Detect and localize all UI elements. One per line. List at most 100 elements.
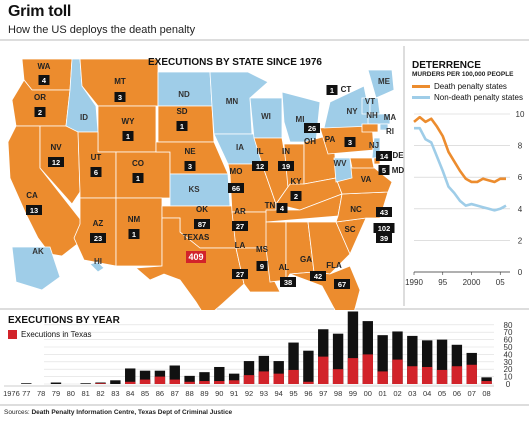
x-tick-label: 96 <box>304 389 312 398</box>
bar-texas <box>436 369 448 384</box>
state-label: ND <box>178 90 190 99</box>
x-tick-label: 04 <box>423 389 431 398</box>
state-wv <box>333 157 353 183</box>
page-subtitle: How the US deploys the death penalty <box>8 24 196 36</box>
state-label: NJ <box>369 141 379 150</box>
x-tick-label: 80 <box>67 389 75 398</box>
state-ct <box>361 123 379 133</box>
x-tick-label: 08 <box>482 389 490 398</box>
bar-texas <box>407 366 418 384</box>
state-label: NH <box>366 111 378 120</box>
state-count-badge <box>344 137 356 147</box>
state-label: GA <box>300 255 312 264</box>
state-label: IL <box>256 147 263 156</box>
bar-texas <box>466 364 477 384</box>
x-tick-label: 97 <box>319 389 327 398</box>
x-tick-label: 2000 <box>463 278 481 287</box>
state-count-badge <box>90 167 102 177</box>
state-label: HI <box>94 257 102 266</box>
state-label: NC <box>350 205 362 214</box>
bar-total <box>228 373 240 384</box>
bar-texas <box>125 381 136 384</box>
x-tick-label: 95 <box>289 389 297 398</box>
bar-texas <box>139 379 151 384</box>
map-title: EXECUTIONS BY STATE SINCE 1976 <box>148 57 322 68</box>
x-tick-label: 94 <box>275 389 283 398</box>
y-tick-label: 2 <box>518 236 523 245</box>
bar-total <box>50 382 62 384</box>
state-count: 2 <box>38 108 42 117</box>
bar-total <box>288 342 299 384</box>
state-count-badge <box>228 183 244 193</box>
state-count: 4 <box>42 76 47 85</box>
bar-total <box>258 355 270 384</box>
state-count: 12 <box>256 162 264 171</box>
x-tick-label: 82 <box>96 389 104 398</box>
state-label: AR <box>234 207 246 216</box>
state-count-badge <box>278 161 294 171</box>
state-count: 1 <box>330 86 334 95</box>
state-label: MA <box>384 113 397 122</box>
state-label: CO <box>132 159 144 168</box>
y-tick-label: 30 <box>504 358 513 367</box>
state-label: OR <box>34 93 46 102</box>
y-tick-label: 0 <box>518 268 523 277</box>
bar-total <box>199 372 210 384</box>
state-count: 38 <box>284 278 292 287</box>
state-az <box>73 197 117 267</box>
state-ri <box>379 123 389 131</box>
bar-total <box>377 335 388 384</box>
state-label: WI <box>261 112 271 121</box>
bar-total <box>184 375 195 384</box>
bar-total <box>451 344 463 384</box>
state-count-badge <box>184 161 196 171</box>
x-tick-label: 1990 <box>405 278 423 287</box>
state-count-badge <box>122 131 134 141</box>
bar-texas <box>288 369 299 384</box>
state-me <box>367 69 395 99</box>
state-count-badge <box>38 75 50 85</box>
y-tick-label: 10 <box>516 110 525 119</box>
bar-texas <box>258 371 270 384</box>
x-tick-label: 91 <box>230 389 238 398</box>
state-count: 1 <box>126 132 130 141</box>
state-ak <box>11 246 61 291</box>
state-label: RI <box>386 127 394 136</box>
state-count-badge <box>290 191 302 201</box>
state-count: 409 <box>188 252 203 262</box>
state-label: MO <box>230 167 243 176</box>
state-count: 87 <box>198 220 206 229</box>
series-line <box>414 126 507 212</box>
state-count-badge <box>276 203 288 213</box>
state-label: NV <box>50 143 62 152</box>
state-count: 1 <box>132 230 136 239</box>
state-count-badge <box>256 261 268 271</box>
state-label: MT <box>114 77 126 86</box>
x-tick-label: 05 <box>438 389 446 398</box>
y-tick-label: 50 <box>504 343 513 352</box>
state-label: KY <box>290 177 302 186</box>
state-label: MN <box>226 97 239 106</box>
state-count: 3 <box>348 138 352 147</box>
state-label: CA <box>26 191 38 200</box>
state-count: 14 <box>380 152 389 161</box>
state-count-badge <box>310 271 326 281</box>
x-tick-label: 87 <box>171 389 179 398</box>
bar-total <box>332 333 344 384</box>
state-count: 27 <box>236 222 244 231</box>
bar-texas <box>214 381 225 384</box>
bar-texas <box>273 373 284 384</box>
state-ks <box>169 173 231 207</box>
state-count-badge <box>114 92 126 102</box>
x-tick-label: 92 <box>245 389 253 398</box>
state-label: SC <box>344 225 355 234</box>
x-tick-label: 84 <box>126 389 134 398</box>
state-label: SD <box>176 107 187 116</box>
x-tick-label: 77 <box>22 389 30 398</box>
state-label: AZ <box>93 219 104 228</box>
source-text: Death Penalty Information Centre, Texas … <box>31 409 233 416</box>
y-tick-label: 60 <box>504 336 513 345</box>
state-count-badge <box>26 205 42 215</box>
us-map: WA4OR2CA13NV12IDMT3WY1UT6AZ23CO1NM1NDSD1… <box>7 58 404 310</box>
state-label: DE <box>392 151 404 160</box>
